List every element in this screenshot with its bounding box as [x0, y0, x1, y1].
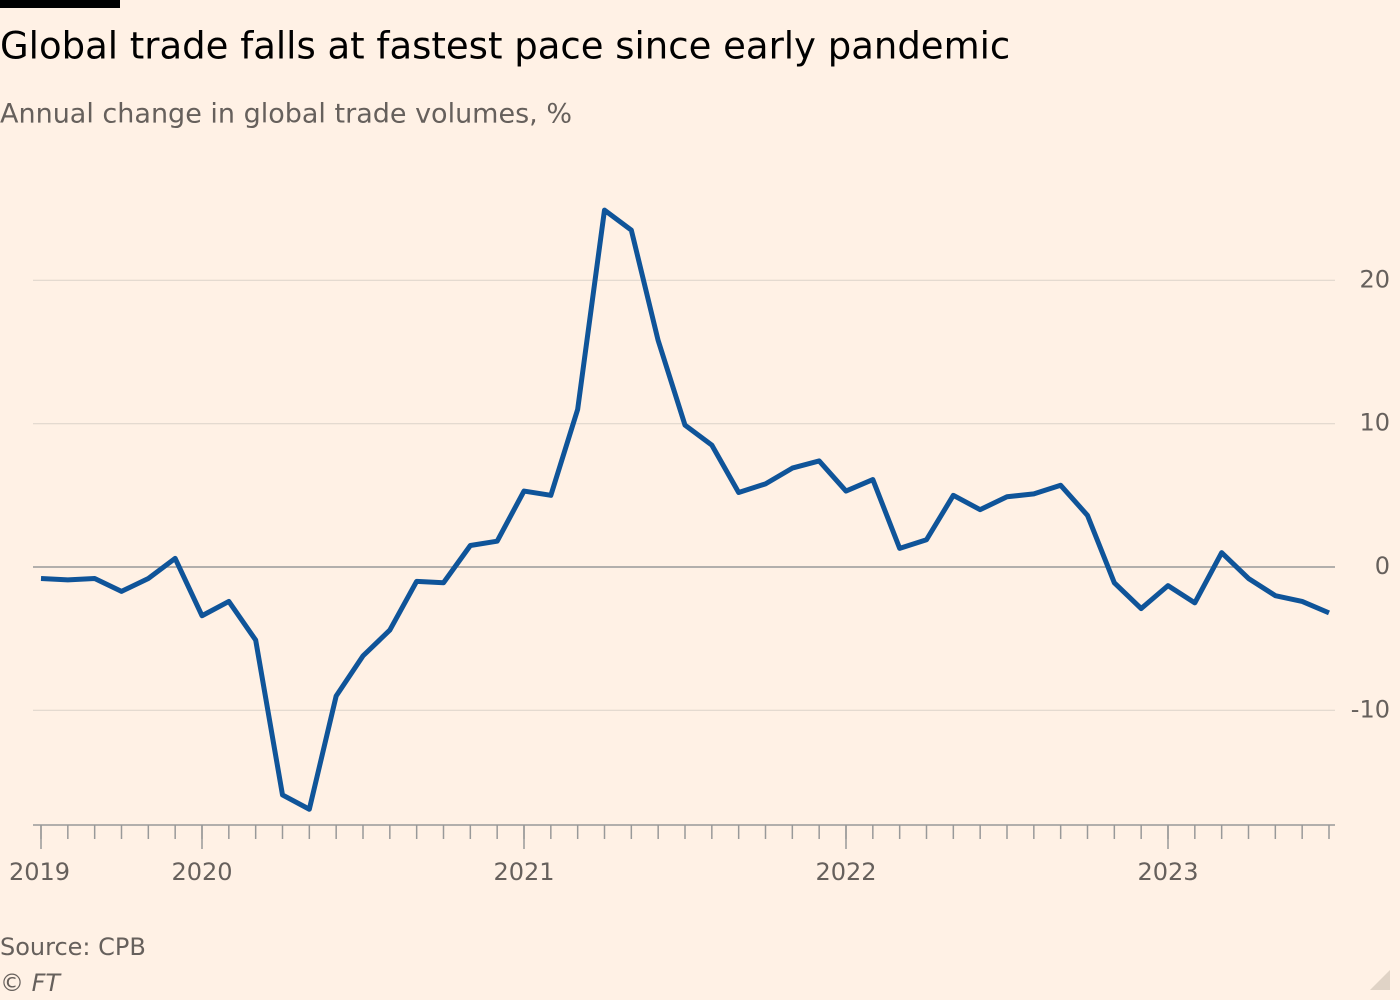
y-tick-label: 10: [1359, 409, 1390, 437]
y-tick-label: -10: [1351, 695, 1390, 723]
x-tick-label: 2023: [1137, 858, 1198, 886]
data-line: [40, 207, 1330, 812]
corner-mark: [1370, 970, 1390, 990]
chart-subtitle: Annual change in global trade volumes, %: [0, 99, 572, 130]
chart-title: Global trade falls at fastest pace since…: [0, 25, 1010, 68]
x-tick-label: 2021: [493, 858, 554, 886]
source: Source: CPB: [0, 933, 146, 961]
brand-bar: [0, 0, 120, 8]
credit: © FT: [0, 969, 62, 997]
y-tick-label: 20: [1359, 265, 1390, 293]
y-tick-label: 0: [1375, 552, 1390, 580]
x-tick-label: 2022: [815, 858, 876, 886]
x-tick-label: 2020: [171, 858, 232, 886]
x-tick-label: 2019: [9, 858, 70, 886]
